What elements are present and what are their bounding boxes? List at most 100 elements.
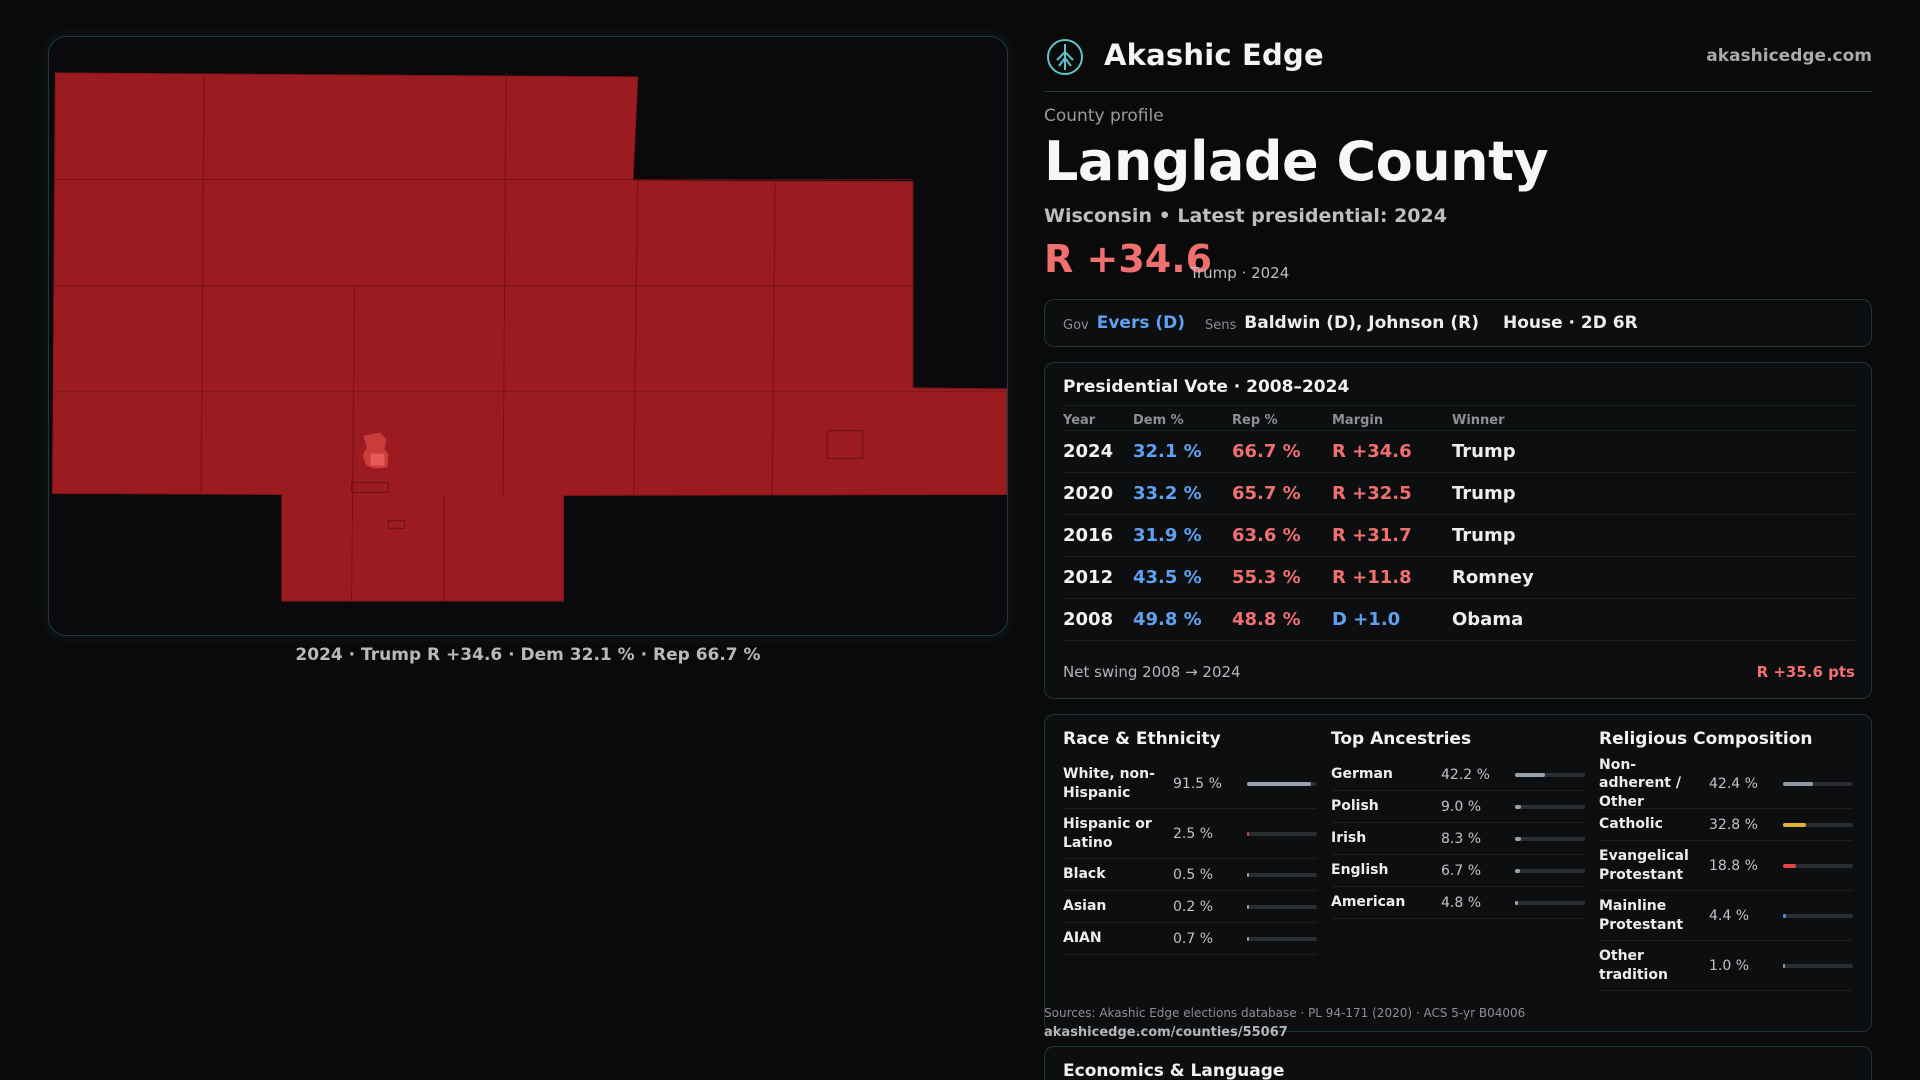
year-cell: 2016 bbox=[1063, 525, 1114, 546]
ancestry-row: English 6.7 % bbox=[1331, 855, 1585, 887]
religion-bar-fill bbox=[1783, 913, 1787, 918]
header-rep: Rep % bbox=[1232, 413, 1278, 428]
table-row: 2008 49.8 % 48.8 % D +1.0 Obama bbox=[1063, 599, 1855, 641]
sens-value: Baldwin (D), Johnson (R) bbox=[1244, 313, 1479, 333]
header-divider bbox=[1044, 91, 1872, 92]
year-cell: 2008 bbox=[1063, 609, 1114, 630]
religion-bar-fill bbox=[1783, 822, 1806, 827]
race-value: 0.5 % bbox=[1173, 866, 1214, 883]
ancestry-value: 6.7 % bbox=[1441, 862, 1482, 879]
race-title: Race & Ethnicity bbox=[1063, 729, 1221, 749]
rep-cell: 65.7 % bbox=[1232, 483, 1301, 504]
race-bar-track bbox=[1247, 872, 1317, 877]
swing-value: R +35.6 pts bbox=[1756, 663, 1855, 681]
header-winner: Winner bbox=[1452, 413, 1505, 428]
margin-cell: R +31.7 bbox=[1332, 525, 1412, 546]
margin-cell: D +1.0 bbox=[1332, 609, 1401, 630]
year-cell: 2012 bbox=[1063, 567, 1114, 588]
table-row: 2020 33.2 % 65.7 % R +32.5 Trump bbox=[1063, 473, 1855, 515]
ancestry-value: 4.8 % bbox=[1441, 894, 1482, 911]
winner-cell: Trump bbox=[1452, 483, 1516, 504]
table-row: 2024 32.1 % 66.7 % R +34.6 Trump bbox=[1063, 431, 1855, 473]
religion-bar-track bbox=[1783, 863, 1853, 868]
race-bar-track bbox=[1247, 936, 1317, 941]
officials-bar: Gov Evers (D) Sens Baldwin (D), Johnson … bbox=[1044, 299, 1872, 347]
race-bar-track bbox=[1247, 831, 1317, 836]
religion-row: Catholic 32.8 % bbox=[1599, 809, 1853, 841]
religion-title: Religious Composition bbox=[1599, 729, 1813, 749]
table-row: 2012 43.5 % 55.3 % R +11.8 Romney bbox=[1063, 557, 1855, 599]
economics-title: Economics & Language bbox=[1063, 1061, 1285, 1080]
brand-header: Akashic Edge akashicedge.com bbox=[1044, 34, 1872, 78]
ancestry-bar-fill bbox=[1515, 836, 1521, 841]
ancestry-row: American 4.8 % bbox=[1331, 887, 1585, 919]
ancestry-label: American bbox=[1331, 894, 1406, 911]
sources-text: Sources: Akashic Edge elections database… bbox=[1044, 1006, 1526, 1020]
economics-card: Economics & Language bbox=[1044, 1046, 1872, 1080]
religion-label: Mainline Protestant bbox=[1599, 898, 1684, 933]
ancestry-row: Irish 8.3 % bbox=[1331, 823, 1585, 855]
ancestry-bar-fill bbox=[1515, 900, 1519, 905]
race-value: 0.2 % bbox=[1173, 898, 1214, 915]
swing-label: Net swing 2008 → 2024 bbox=[1063, 663, 1241, 681]
religion-bar-track bbox=[1783, 913, 1853, 918]
rep-cell: 63.6 % bbox=[1232, 525, 1301, 546]
ancestry-value: 8.3 % bbox=[1441, 830, 1482, 847]
demographics-card: Race & Ethnicity White, non-Hispanic 91.5… bbox=[1044, 714, 1872, 1032]
county-profile-panel: Akashic Edge akashicedge.com County prof… bbox=[1044, 0, 1872, 1080]
religion-value: 18.8 % bbox=[1709, 857, 1758, 874]
race-row: AIAN 0.7 % bbox=[1063, 923, 1317, 955]
religion-value: 4.4 % bbox=[1709, 907, 1750, 924]
religion-bar-fill bbox=[1783, 781, 1813, 786]
profile-subtitle: Wisconsin • Latest presidential: 2024 bbox=[1044, 205, 1447, 227]
ancestry-row: Polish 9.0 % bbox=[1331, 791, 1585, 823]
ancestry-label: English bbox=[1331, 862, 1389, 879]
religion-bar-fill bbox=[1783, 963, 1785, 968]
page-title: Langlade County bbox=[1044, 130, 1549, 193]
ancestry-label: Polish bbox=[1331, 798, 1379, 815]
house-value: House · 2D 6R bbox=[1502, 313, 1638, 333]
ancestry-bar-track bbox=[1515, 868, 1585, 873]
county-shape bbox=[51, 72, 1007, 602]
net-swing: Net swing 2008 → 2024 R +35.6 pts bbox=[1063, 663, 1855, 681]
gov-value: Evers (D) bbox=[1096, 313, 1186, 333]
ancestry-bar-fill bbox=[1515, 772, 1545, 777]
race-column: Race & Ethnicity White, non-Hispanic 91.5… bbox=[1063, 729, 1317, 955]
race-bar-track bbox=[1247, 781, 1317, 786]
dem-cell: 32.1 % bbox=[1133, 441, 1202, 462]
rep-cell: 66.7 % bbox=[1232, 441, 1301, 462]
ancestry-bar-track bbox=[1515, 804, 1585, 809]
ancestry-bar-track bbox=[1515, 900, 1585, 905]
map-caption: 2024 · Trump R +34.6 · Dem 32.1 % · Rep … bbox=[295, 645, 761, 665]
county-map-svg bbox=[51, 72, 1007, 602]
header-margin: Margin bbox=[1332, 413, 1384, 428]
brand-name: Akashic Edge bbox=[1104, 38, 1324, 72]
dem-cell: 49.8 % bbox=[1133, 609, 1202, 630]
religion-value: 1.0 % bbox=[1709, 957, 1750, 974]
ancestry-label: Irish bbox=[1331, 830, 1367, 847]
brand-url[interactable]: akashicedge.com bbox=[1706, 46, 1872, 66]
race-bar-fill bbox=[1247, 872, 1249, 877]
race-row: White, non-Hispanic 91.5 % bbox=[1063, 759, 1317, 809]
religion-value: 42.4 % bbox=[1709, 775, 1758, 792]
ancestry-bar-track bbox=[1515, 772, 1585, 777]
religion-value: 32.8 % bbox=[1709, 816, 1758, 833]
race-label: Black bbox=[1063, 866, 1106, 883]
sources-link[interactable]: akashicedge.com/counties/55067 bbox=[1044, 1025, 1288, 1040]
ancestry-value: 9.0 % bbox=[1441, 798, 1482, 815]
header-year: Year bbox=[1063, 413, 1096, 428]
race-bar-fill bbox=[1247, 904, 1249, 909]
sens-label: Sens bbox=[1205, 317, 1237, 333]
race-bar-fill bbox=[1247, 781, 1312, 786]
ancestry-value: 42.2 % bbox=[1441, 766, 1490, 783]
religion-label: Catholic bbox=[1599, 816, 1663, 833]
race-bar-fill bbox=[1247, 831, 1249, 836]
dem-cell: 43.5 % bbox=[1133, 567, 1202, 588]
year-cell: 2024 bbox=[1063, 441, 1114, 462]
dem-cell: 31.9 % bbox=[1133, 525, 1202, 546]
rep-cell: 48.8 % bbox=[1232, 609, 1301, 630]
religion-row: Evangelical Protestant 18.8 % bbox=[1599, 841, 1853, 891]
county-map[interactable] bbox=[48, 36, 1008, 636]
religion-row: Other tradition 1.0 % bbox=[1599, 941, 1853, 991]
religion-bar-track bbox=[1783, 822, 1853, 827]
